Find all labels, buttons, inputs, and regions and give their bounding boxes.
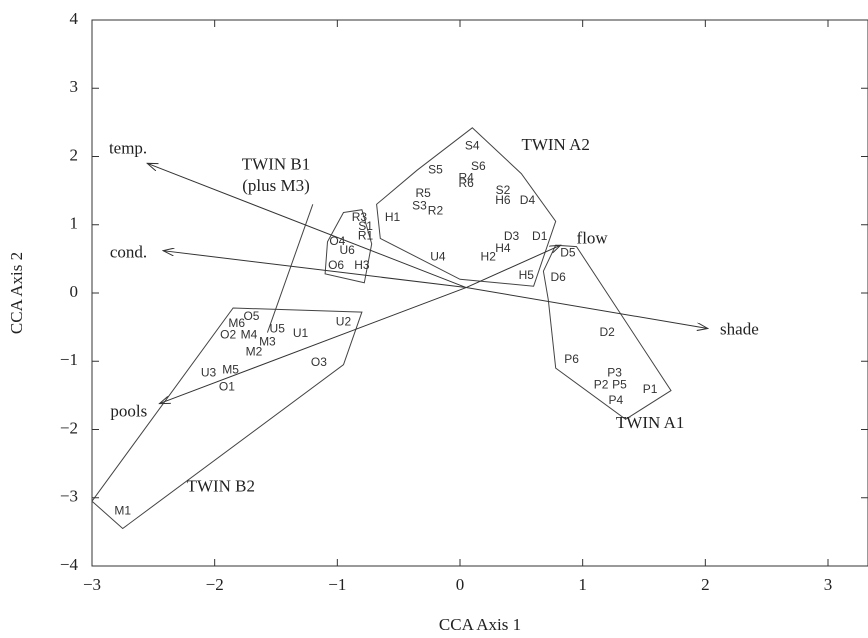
group-hull-0 xyxy=(376,127,557,287)
site-label: H1 xyxy=(385,210,401,224)
vector-arrow-4 xyxy=(159,287,467,404)
site-label: S4 xyxy=(465,138,480,152)
site-label: M4 xyxy=(241,327,258,341)
site-label: M3 xyxy=(259,334,276,348)
site-label: M5 xyxy=(222,362,239,376)
site-label: U2 xyxy=(336,315,352,329)
group-sublabel: (plus M3) xyxy=(242,176,310,195)
site-label: D1 xyxy=(532,229,548,243)
site-label: S3 xyxy=(412,198,427,212)
y-tick-label: 3 xyxy=(70,77,79,96)
site-label: D5 xyxy=(560,246,576,260)
vector-label: flow xyxy=(577,229,609,248)
site-label: P2 xyxy=(594,377,609,391)
site-label: M6 xyxy=(228,316,245,330)
site-label: U4 xyxy=(430,250,446,264)
site-label: O1 xyxy=(219,379,235,393)
site-label: R6 xyxy=(458,176,474,190)
y-tick-label: 1 xyxy=(70,214,79,233)
site-label: O5 xyxy=(243,309,259,323)
vector-arrow-1 xyxy=(163,251,467,289)
x-tick-label: −3 xyxy=(83,575,101,594)
group-label: TWIN A2 xyxy=(521,135,589,154)
y-axis-label: CCA Axis 2 xyxy=(7,252,26,334)
site-label: O4 xyxy=(329,234,345,248)
site-label: U1 xyxy=(293,326,309,340)
x-tick-label: 2 xyxy=(701,575,710,594)
vector-arrow-0 xyxy=(147,163,467,289)
site-label: O6 xyxy=(328,258,344,272)
group-label: TWIN B1 xyxy=(242,154,310,173)
site-label: O3 xyxy=(311,355,327,369)
site-label: H3 xyxy=(354,258,370,272)
site-label: M2 xyxy=(246,345,263,359)
site-label: P6 xyxy=(564,352,579,366)
group-hull-2 xyxy=(324,209,373,284)
vector-label: shade xyxy=(720,319,759,338)
site-label: D3 xyxy=(504,229,520,243)
site-label: P3 xyxy=(607,366,622,380)
vector-label: pools xyxy=(110,401,147,420)
site-label: U3 xyxy=(201,366,217,380)
site-label: R4 xyxy=(458,171,474,185)
site-label: M1 xyxy=(114,504,131,518)
site-label: D2 xyxy=(600,325,616,339)
site-label: H2 xyxy=(481,250,497,264)
x-tick-label: 0 xyxy=(456,575,465,594)
site-label: P4 xyxy=(608,393,623,407)
site-label: H6 xyxy=(495,193,511,207)
site-label: P1 xyxy=(643,382,658,396)
y-tick-label: −3 xyxy=(60,487,78,506)
x-tick-label: −1 xyxy=(328,575,346,594)
x-tick-label: 1 xyxy=(578,575,587,594)
site-label: S2 xyxy=(496,183,511,197)
site-label: P5 xyxy=(612,377,627,391)
group-label: TWIN A1 xyxy=(616,413,684,432)
y-tick-label: −4 xyxy=(60,555,79,574)
site-label: S1 xyxy=(358,219,373,233)
site-label: R2 xyxy=(428,203,444,217)
site-label: U5 xyxy=(270,321,286,335)
vector-label: cond. xyxy=(110,242,147,261)
x-axis-label: CCA Axis 1 xyxy=(439,615,521,634)
vector-label: temp. xyxy=(109,139,147,158)
site-label: H4 xyxy=(495,241,511,255)
group-hull-3 xyxy=(91,307,363,530)
vector-arrow-3 xyxy=(466,287,708,329)
y-tick-label: 4 xyxy=(70,9,79,28)
site-label: U6 xyxy=(339,243,355,257)
y-tick-label: 0 xyxy=(70,282,79,301)
x-tick-label: −2 xyxy=(206,575,224,594)
vector-arrow-2 xyxy=(465,245,560,288)
x-tick-label: 3 xyxy=(824,575,833,594)
site-label: R5 xyxy=(416,186,432,200)
site-label: D4 xyxy=(520,193,536,207)
site-label: R3 xyxy=(352,210,368,224)
site-label: H5 xyxy=(519,268,535,282)
group-label: TWIN B2 xyxy=(187,476,255,495)
site-label: S5 xyxy=(428,162,443,176)
site-label: R1 xyxy=(358,229,374,243)
y-tick-label: 2 xyxy=(70,145,79,164)
y-tick-label: −2 xyxy=(60,418,78,437)
site-label: O2 xyxy=(220,327,236,341)
site-label: D6 xyxy=(550,270,566,284)
site-label: S6 xyxy=(471,159,486,173)
y-tick-label: −1 xyxy=(60,350,78,369)
group-label-connector xyxy=(266,204,314,333)
